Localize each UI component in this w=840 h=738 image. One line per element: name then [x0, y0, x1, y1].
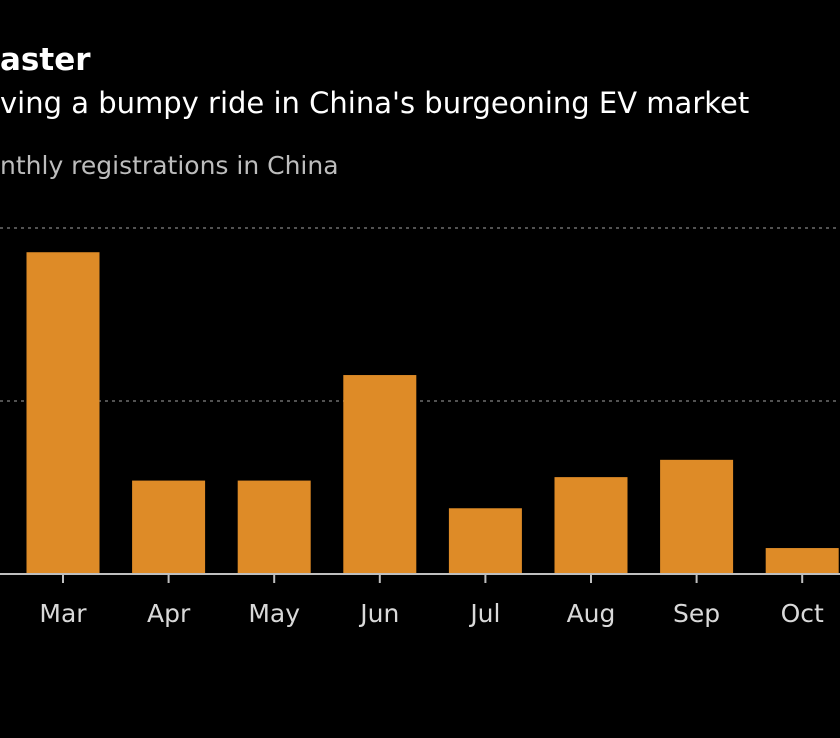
bar-apr [132, 480, 206, 574]
x-axis-ticks [62, 574, 804, 583]
bar-jul [448, 508, 522, 574]
chart-title: aster [0, 42, 91, 78]
x-tick-label-jun: Jun [358, 599, 399, 628]
chart-unit-note: nthly registrations in China [0, 151, 339, 180]
bar-sep [660, 459, 734, 574]
bar-may [237, 480, 311, 574]
bar-aug [554, 477, 628, 574]
bars [26, 252, 839, 574]
x-tick-label-mar: Mar [39, 599, 87, 628]
bar-mar [26, 252, 100, 574]
x-tick-label-sep: Sep [673, 599, 720, 628]
x-tick-label-oct: Oct [781, 599, 824, 628]
x-tick-label-may: May [248, 599, 300, 628]
bar-oct [765, 548, 839, 574]
x-tick-label-aug: Aug [567, 599, 616, 628]
x-tick-label-apr: Apr [147, 599, 191, 628]
x-axis-tick-labels: Mar Apr May Jun Jul Aug Sep Oct [39, 599, 824, 628]
gridlines [0, 227, 840, 402]
x-tick-label-jul: Jul [468, 599, 500, 628]
chart-subtitle: ving a bumpy ride in China's burgeoning … [0, 86, 750, 120]
bar-jun [343, 375, 417, 574]
